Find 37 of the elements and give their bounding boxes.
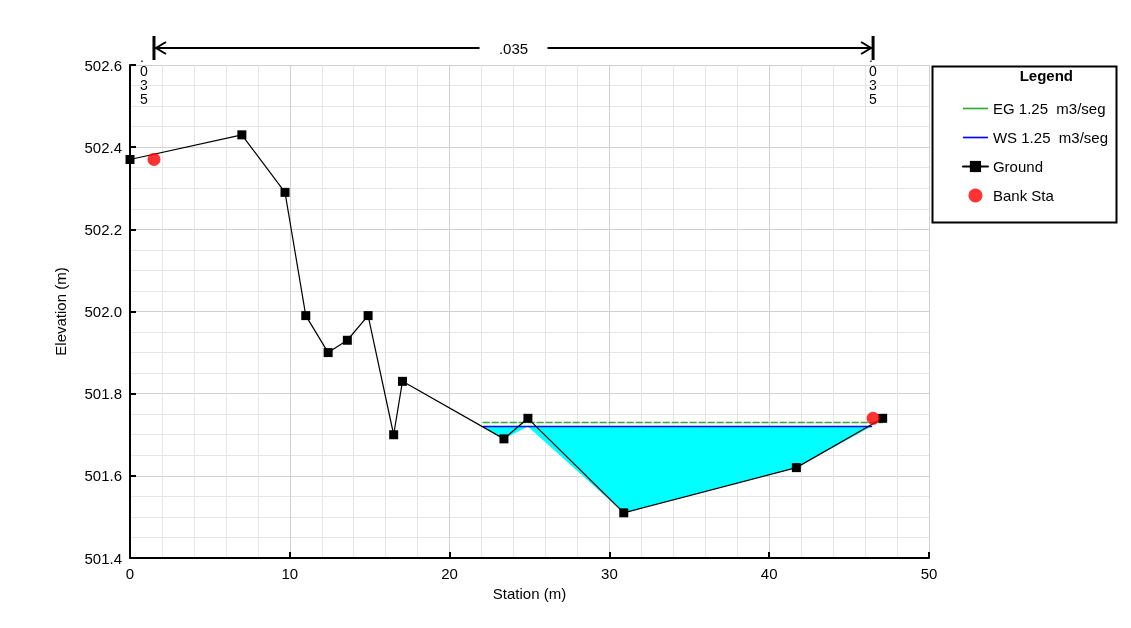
point xyxy=(499,434,509,444)
point xyxy=(389,430,399,440)
point xyxy=(523,413,533,423)
y-tick-label: 502.2 xyxy=(84,220,122,238)
point xyxy=(363,311,373,321)
point xyxy=(342,335,352,345)
point xyxy=(280,187,290,197)
y-axis-title: Elevation (m) xyxy=(52,267,69,356)
legend-label: Bank Sta xyxy=(992,187,1055,204)
point xyxy=(878,413,888,423)
point xyxy=(791,463,801,473)
point xyxy=(619,508,629,518)
point xyxy=(147,152,161,166)
y-tick-label: 501.6 xyxy=(84,467,122,485)
y-tick-label: 502.0 xyxy=(84,303,122,320)
y-tick-label: 502.6 xyxy=(84,56,122,74)
x-tick-label: 0 xyxy=(125,565,135,582)
legend-label: EG 1.25 m3/seg xyxy=(992,100,1106,117)
text: .035 xyxy=(498,39,529,57)
legend-label: WS 1.25 m3/seg xyxy=(992,129,1109,146)
y-tick-label: 502.4 xyxy=(84,138,122,156)
point xyxy=(301,311,311,321)
y-tick-label: 501.8 xyxy=(84,385,122,403)
point xyxy=(866,411,880,425)
x-tick-label: 40 xyxy=(760,565,778,582)
y-tick-label: 501.4 xyxy=(84,549,122,567)
point xyxy=(323,348,333,358)
x-tick-label: 10 xyxy=(281,565,299,582)
point xyxy=(397,376,407,386)
x-tick-label: 30 xyxy=(601,565,618,582)
point xyxy=(237,130,247,140)
x-tick-label: 20 xyxy=(441,565,458,582)
x-axis-title: Station (m) xyxy=(492,585,567,602)
x-tick-label: 50 xyxy=(920,565,938,582)
legend-label: Ground xyxy=(992,158,1043,175)
legend-title: Legend xyxy=(1019,67,1074,84)
point xyxy=(125,154,135,164)
